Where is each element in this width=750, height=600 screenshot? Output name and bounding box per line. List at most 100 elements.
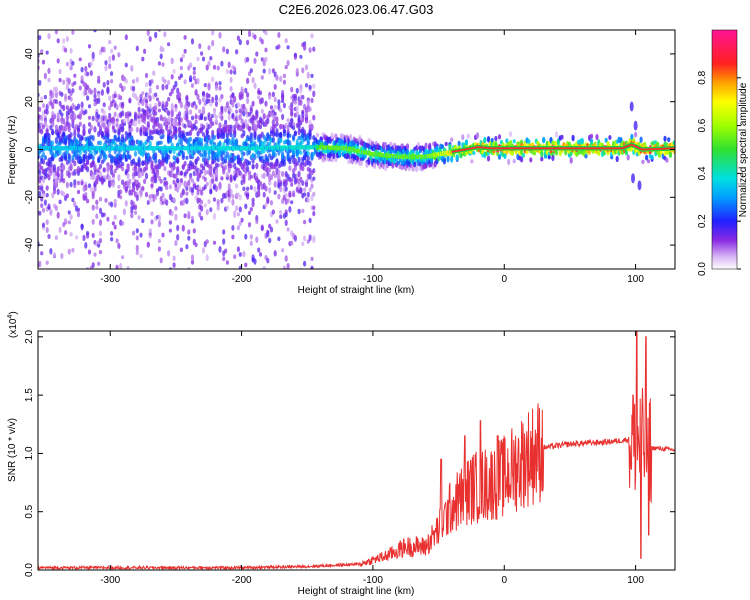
- heatmap-ridge-cell: [270, 145, 273, 150]
- heatmap-cell: [201, 91, 206, 96]
- heatmap-cell: [246, 56, 250, 63]
- heatmap-cell: [249, 135, 253, 140]
- heatmap-cell: [244, 119, 248, 125]
- heatmap-cell: [80, 223, 84, 229]
- heatmap-cell: [466, 133, 470, 139]
- heatmap-cell: [295, 67, 299, 75]
- heatmap-cell: [235, 183, 239, 189]
- heatmap-cell: [161, 62, 165, 67]
- heatmap-cell: [56, 211, 60, 219]
- heatmap-cell: [170, 210, 174, 217]
- heatmap-ridge-cell: [53, 146, 56, 151]
- heatmap-cell: [297, 170, 301, 178]
- heatmap-cell: [194, 115, 198, 120]
- heatmap-cell: [146, 30, 150, 36]
- heatmap-ridge-cell: [99, 146, 102, 151]
- heatmap-cell: [282, 129, 286, 134]
- heatmap-ridge-cell: [382, 153, 385, 158]
- heatmap-cell: [286, 263, 290, 269]
- heatmap-cell: [154, 92, 158, 98]
- heatmap-cell: [40, 203, 44, 209]
- heatmap-cell: [119, 262, 123, 269]
- heatmap-cell: [203, 203, 207, 208]
- heatmap-cell: [47, 77, 51, 83]
- heatmap-cell: [150, 219, 154, 225]
- heatmap-cell: [71, 197, 75, 203]
- heatmap-cell: [205, 254, 209, 262]
- heatmap-cell: [251, 100, 255, 107]
- heatmap-ridge-cell: [412, 154, 415, 159]
- heatmap-cell: [102, 46, 106, 53]
- heatmap-ridge-cell: [83, 146, 86, 151]
- heatmap-cell: [148, 36, 152, 42]
- heatmap-cell: [121, 221, 125, 226]
- heatmap-cell: [115, 238, 119, 244]
- heatmap-cell: [293, 95, 297, 102]
- heatmap-ridge-core: [451, 143, 675, 153]
- heatmap-ridge-cell: [88, 146, 91, 151]
- heatmap-cell: [122, 86, 126, 91]
- heatmap-cell: [275, 121, 279, 127]
- heatmap-cell: [185, 191, 189, 196]
- heatmap-cell: [207, 199, 211, 204]
- heatmap-cell: [196, 176, 200, 182]
- heatmap-cell: [297, 208, 301, 215]
- heatmap-cell: [308, 187, 312, 193]
- heatmap-ridge-cell: [329, 145, 332, 150]
- heatmap-ridge-cell: [305, 145, 308, 150]
- heatmap-ridge-cell: [261, 145, 264, 151]
- heatmap-cell: [301, 166, 305, 172]
- heatmap-cell: [38, 190, 42, 198]
- heatmap-cell: [284, 186, 288, 192]
- heatmap-cell: [389, 141, 393, 147]
- heatmap-cell: [183, 123, 187, 129]
- heatmap-ridge-cell: [191, 146, 194, 151]
- heatmap-cell: [233, 96, 237, 103]
- heatmap-cell: [455, 154, 459, 162]
- heatmap-cell: [132, 185, 136, 193]
- heatmap-cell: [93, 24, 96, 29]
- heatmap-ridge-cell: [189, 146, 192, 151]
- heatmap-cell: [190, 38, 195, 45]
- heatmap-cell: [54, 99, 59, 105]
- heatmap-cell: [212, 240, 217, 245]
- heatmap-cell: [303, 187, 307, 192]
- heatmap-cell: [71, 30, 75, 35]
- heatmap-cell: [174, 183, 178, 188]
- heatmap-cell: [277, 32, 281, 38]
- heatmap-cell: [80, 75, 84, 82]
- heatmap-cell: [315, 132, 320, 138]
- heatmap-cell: [312, 211, 316, 217]
- heatmap-cell: [214, 84, 218, 91]
- heatmap-cell: [247, 160, 252, 166]
- heatmap-cell: [126, 266, 130, 269]
- heatmap-cell: [176, 159, 180, 164]
- heatmap-cell: [181, 188, 185, 195]
- heatmap-cell: [167, 3, 170, 8]
- heatmap-cell: [275, 290, 278, 295]
- heatmap-cell: [295, 87, 299, 94]
- heatmap-cell: [301, 67, 305, 74]
- heatmap-cell: [110, 71, 114, 77]
- heatmap-cell: [150, 135, 154, 141]
- heatmap-cell: [159, 178, 163, 184]
- heatmap-cell: [284, 255, 288, 262]
- snr-x-axis-label: Height of straight line (km): [298, 586, 415, 597]
- heatmap-ridge-cell: [233, 146, 236, 151]
- heatmap-cell: [299, 99, 303, 106]
- heatmap-cell: [266, 229, 270, 235]
- heatmap-cell: [461, 134, 465, 141]
- heatmap-cell: [111, 116, 115, 124]
- heatmap-cell: [284, 179, 288, 187]
- heatmap-ridge-cell: [248, 146, 251, 151]
- heatmap-cell: [93, 30, 97, 33]
- heatmap-cell: [159, 123, 163, 129]
- spectrogram-x-axis-label: Height of straight line (km): [298, 285, 415, 296]
- heatmap-ridge-cell: [48, 146, 51, 151]
- heatmap-cell: [288, 165, 292, 172]
- heatmap-cell: [43, 72, 48, 80]
- heatmap-cell: [143, 48, 147, 54]
- heatmap-cell: [84, 91, 88, 96]
- heatmap-cell: [233, 162, 237, 170]
- heatmap-cell: [113, 224, 117, 230]
